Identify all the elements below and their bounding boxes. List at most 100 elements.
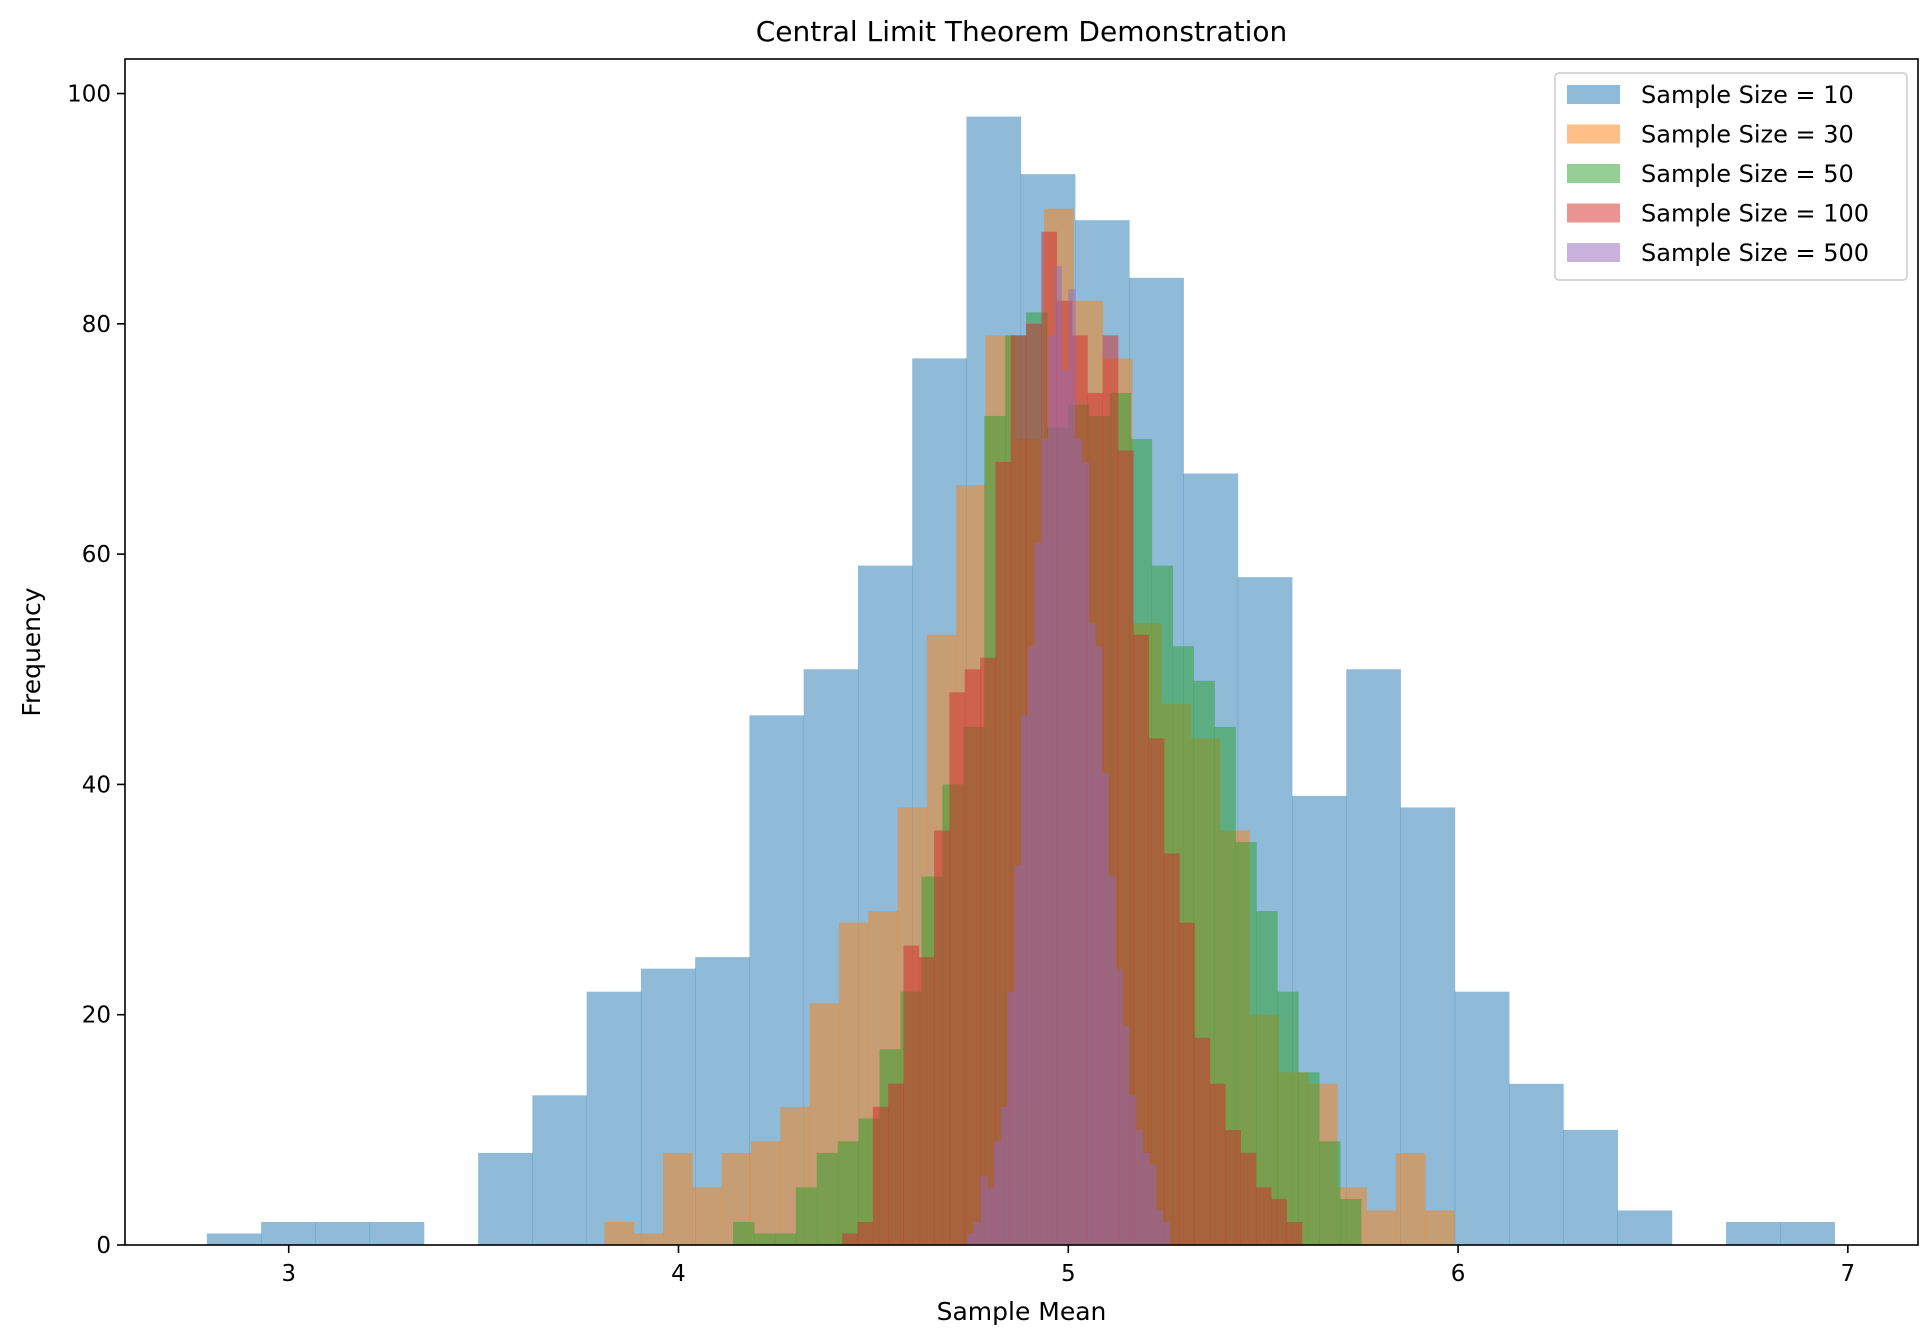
histogram-bar [1256, 911, 1278, 1245]
plot-area-frame [124, 58, 1919, 1246]
histogram-bar [1298, 1072, 1320, 1245]
x-axis-ticks: 3 4 5 6 7 [281, 1245, 1855, 1287]
histogram-bar [1194, 1037, 1211, 1245]
histogram-bar [837, 1141, 860, 1245]
histogram-bar [980, 1175, 988, 1245]
histogram-bar [1240, 1152, 1257, 1245]
histogram-bar [1061, 369, 1069, 1245]
histogram-bar [1081, 462, 1089, 1245]
histogram-bar [993, 1141, 1002, 1245]
y-axis-label: Frequency [17, 587, 46, 716]
histogram-bar [1454, 991, 1510, 1245]
chart-title: Central Limit Theorem Demonstration [756, 15, 1287, 48]
histogram-bar [1014, 865, 1022, 1245]
histogram-bar [1020, 715, 1029, 1245]
histogram-bar [753, 1233, 776, 1245]
series-5-bars [966, 266, 1170, 1246]
histogram-bar [1000, 1106, 1008, 1245]
histogram-bar [1129, 1095, 1137, 1245]
histogram-bar [1034, 542, 1042, 1245]
histogram-bar [261, 1221, 316, 1245]
histogram-bar [1617, 1210, 1673, 1245]
histogram-bar [872, 1106, 889, 1245]
histogram-bar [1133, 634, 1149, 1245]
histogram-bar [1563, 1129, 1618, 1245]
histogram-bar [1007, 991, 1015, 1245]
legend: Sample Size = 10 Sample Size = 30 Sample S… [1554, 72, 1908, 281]
histogram-bar [1340, 1198, 1362, 1245]
histogram-bar [1780, 1221, 1835, 1245]
legend-label: Sample Size = 100 [1641, 200, 1869, 228]
histogram-bar [1095, 646, 1103, 1245]
histogram-bar [1122, 1026, 1130, 1245]
histogram-bar [206, 1233, 262, 1245]
histogram-bar [1286, 1221, 1303, 1245]
histogram-bar [633, 1233, 664, 1245]
bars-layer [206, 116, 1835, 1246]
histogram-bar [888, 1083, 904, 1245]
x-tick-label: 6 [1451, 1261, 1466, 1287]
legend-box [1554, 72, 1908, 281]
histogram-bar [478, 1152, 533, 1245]
x-tick-label: 4 [671, 1261, 686, 1287]
histogram-bar [1319, 1141, 1341, 1245]
histogram-bar [663, 1152, 693, 1245]
histogram-bar [1163, 853, 1180, 1245]
histogram-bar [1088, 623, 1096, 1245]
histogram-bar [750, 1141, 781, 1245]
histogram-bar [1346, 669, 1401, 1245]
histogram-bar [995, 462, 1012, 1245]
histogram-bar [842, 1233, 858, 1245]
x-axis-label: Sample Mean [937, 1297, 1107, 1326]
histogram-bar [774, 1233, 797, 1245]
histogram-bar [987, 1187, 995, 1245]
histogram-bar [795, 1187, 818, 1245]
histogram-bar [1068, 289, 1076, 1245]
histogram-bar [1277, 991, 1299, 1245]
histogram-bar [1102, 772, 1110, 1245]
histogram-bar [918, 957, 935, 1245]
histogram-bar [1075, 438, 1083, 1246]
histogram-bar [1509, 1083, 1564, 1245]
histogram-bar [857, 1221, 874, 1245]
histogram-bar [1108, 876, 1116, 1245]
x-tick-label: 5 [1061, 1261, 1076, 1287]
y-tick-label: 0 [96, 1233, 111, 1259]
histogram-bar [369, 1221, 425, 1245]
histogram-bar [816, 1152, 839, 1245]
histogram-bar [964, 669, 981, 1245]
histogram-bar [949, 692, 966, 1245]
histogram-bar [1271, 1198, 1287, 1245]
histogram-bar [1425, 1210, 1455, 1245]
y-axis-ticks: 0 20 40 60 80 100 [67, 82, 125, 1259]
histogram-bar [604, 1221, 635, 1245]
histogram-bar [1162, 1221, 1170, 1245]
x-tick-label: 7 [1841, 1261, 1856, 1287]
legend-label: Sample Size = 500 [1641, 239, 1869, 267]
histogram-bar [966, 1233, 975, 1245]
histogram-bar [1225, 1129, 1241, 1245]
histogram-bar [532, 1095, 588, 1245]
x-tick-label: 3 [281, 1261, 296, 1287]
histogram-bar [1149, 1164, 1157, 1245]
y-tick-label: 80 [82, 312, 111, 338]
histogram-bar [1041, 438, 1049, 1246]
histogram-bar [1135, 1129, 1143, 1245]
histogram-bar [1395, 1152, 1426, 1245]
histogram-bar [1027, 646, 1035, 1245]
histogram-bar [692, 1187, 723, 1245]
legend-swatch [1567, 124, 1620, 144]
y-tick-label: 20 [82, 1003, 111, 1029]
histogram-bar [1148, 738, 1165, 1245]
histogram-bar [1142, 1152, 1150, 1245]
y-tick-label: 40 [82, 772, 111, 798]
legend-label: Sample Size = 10 [1641, 81, 1854, 109]
legend-swatch [1567, 243, 1620, 262]
legend-swatch [1567, 203, 1620, 223]
histogram-bar [315, 1221, 371, 1245]
histogram-bar [1255, 1187, 1272, 1245]
histogram-bar [1156, 1210, 1164, 1245]
y-tick-label: 100 [67, 82, 111, 108]
histogram-bar [586, 991, 642, 1245]
